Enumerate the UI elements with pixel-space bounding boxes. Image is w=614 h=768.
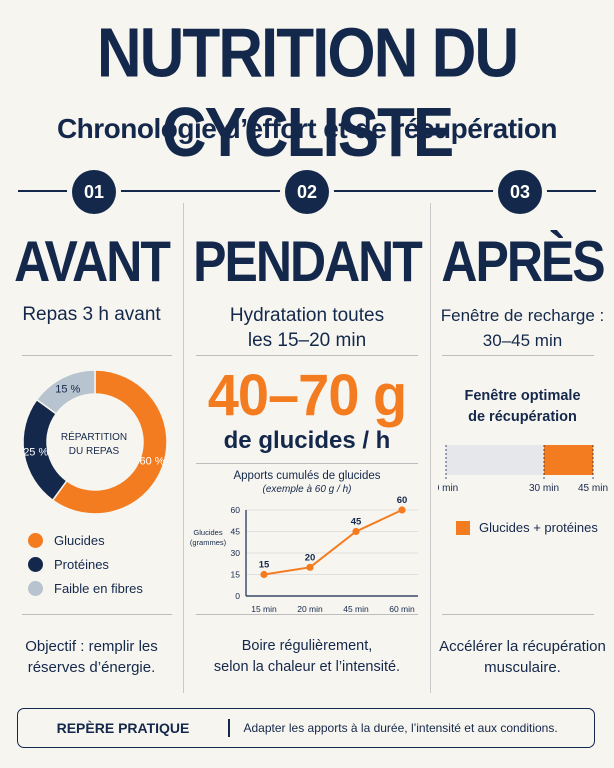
legend-item-glucides: Glucides: [28, 528, 178, 552]
x-tick-label: 15 min: [251, 604, 277, 614]
repere-label: REPÈRE PRATIQUE: [56, 720, 190, 736]
glucides-big-label: de glucides / h: [223, 427, 391, 454]
bar-tick-label: 0 min: [438, 483, 458, 494]
separator: [196, 463, 418, 464]
separator: [22, 355, 172, 356]
repere-pratique-box: REPÈRE PRATIQUE Adapter les apports à la…: [17, 708, 595, 748]
separator: [196, 614, 418, 615]
series-line: [263, 509, 403, 576]
data-point: [260, 570, 268, 579]
donut-slice-label: 25 %: [23, 446, 48, 458]
bar-segment-before: [446, 445, 544, 475]
page-subtitle: Chronologie d’effort et de récupération: [56, 113, 558, 144]
heading-avant: AVANT: [14, 229, 171, 294]
bar-tick-label: 45 min: [578, 483, 608, 494]
separator: [442, 614, 594, 615]
data-label: 20: [305, 552, 316, 563]
heading-apres: APRÈS: [441, 229, 605, 294]
donut-slice-label: 60 %: [140, 456, 165, 468]
heading-pendant: PENDANT: [193, 229, 423, 294]
y-tick-label: 15: [231, 570, 241, 580]
line-chart-subtitle: (exemple à 60 g / h): [262, 484, 352, 495]
data-label: 15: [259, 560, 270, 571]
legend-swatch: [28, 532, 43, 548]
recovery-title: Fenêtre optimale de récupération: [464, 388, 581, 425]
donut-slice-glucides: [51, 369, 168, 515]
data-point: [352, 527, 360, 536]
subheading-pendant: Hydratation toutes les 15–20 min: [229, 305, 385, 351]
legend-swatch: [28, 556, 43, 572]
footer-avant: Objectif : remplir les réserves d’énergi…: [25, 638, 158, 676]
data-point: [398, 506, 406, 514]
donut-legend: Glucides Protéines Faible en fibres: [28, 528, 178, 600]
y-tick-label: 0: [235, 591, 240, 601]
donut-center-title-line1: RÉPARTITION: [61, 430, 127, 443]
repere-text: Adapter les apports à la durée, l’intens…: [243, 721, 558, 735]
repere-divider: [228, 719, 230, 737]
recovery-legend: Glucides + protéines: [456, 520, 598, 535]
data-label: 45: [351, 517, 362, 528]
x-tick-label: 45 min: [343, 604, 369, 614]
donut-slice-fibres: [35, 369, 96, 415]
donut-slice-label: 15 %: [55, 384, 80, 396]
separator: [22, 614, 172, 615]
line-chart: Glucides (grammes) 0 15 30 45 60 15 min 20 mi…: [190, 495, 418, 614]
recovery-window-bar: 0 min 30 min 45 min: [438, 445, 608, 494]
x-tick-label: 20 min: [297, 604, 323, 614]
y-axis-label-line2: (grammes): [190, 538, 227, 547]
footer-pendant: Boire régulièrement, selon la chaleur et…: [213, 638, 401, 675]
column-divider: [183, 203, 184, 693]
footer-apres: Accélérer la récupération musculaire.: [439, 638, 606, 676]
legend-item-proteines: Protéines: [28, 552, 178, 576]
legend-swatch: [456, 520, 470, 535]
y-tick-label: 45: [231, 527, 241, 537]
donut-center-title-line2: DU REPAS: [69, 446, 120, 457]
data-label: 60: [397, 495, 408, 506]
donut-chart: RÉPARTITION DU REPAS 60 % 25 % 15 %: [22, 369, 168, 515]
glucides-big-value: 40–70 g: [207, 361, 408, 428]
subheading-avant: Repas 3 h avant: [22, 304, 161, 325]
bar-tick-label: 30 min: [529, 483, 559, 494]
bar-segment-window: [544, 445, 593, 475]
y-axis-label-line1: Glucides: [193, 528, 222, 537]
legend-item-fibres: Faible en fibres: [28, 576, 178, 600]
column-divider: [430, 203, 431, 693]
step-badge-02: 02: [285, 170, 329, 214]
x-tick-label: 60 min: [389, 604, 415, 614]
data-point: [306, 563, 314, 571]
step-badge-01: 01: [72, 170, 116, 214]
y-tick-label: 30: [231, 548, 241, 558]
step-badge-03: 03: [498, 170, 542, 214]
y-tick-label: 60: [231, 505, 241, 515]
separator: [442, 355, 594, 356]
subheading-apres: Fenêtre de recharge : 30–45 min: [440, 306, 605, 350]
line-chart-title: Apports cumulés de glucides: [233, 470, 381, 482]
separator: [196, 355, 418, 356]
page-title: NUTRITION DU CYCLISTE: [96, 15, 519, 172]
legend-swatch: [28, 580, 43, 596]
